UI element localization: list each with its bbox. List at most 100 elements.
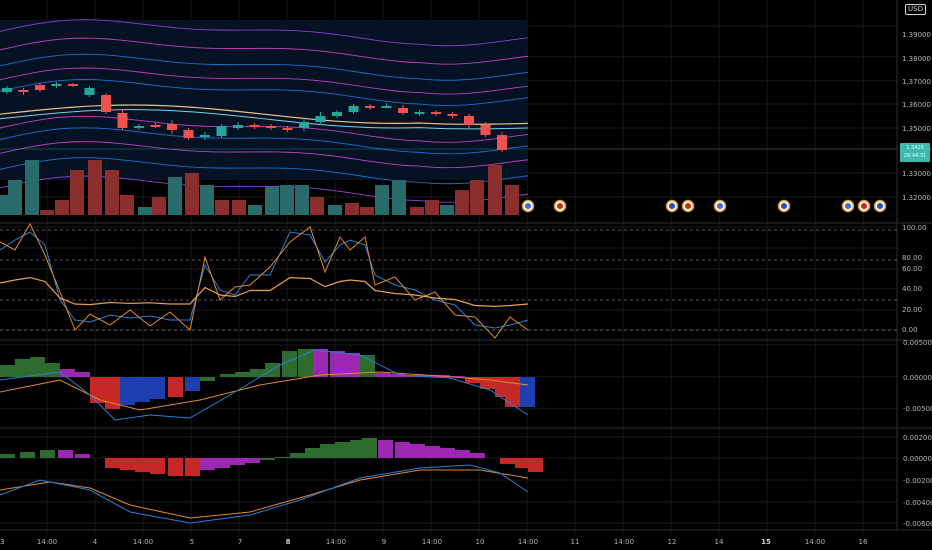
candle-body <box>414 112 425 114</box>
time-axis-tick: 11 <box>571 538 580 546</box>
macd2-histogram-bar <box>40 450 55 458</box>
bollinger-band-line <box>0 127 529 155</box>
macd2-histogram-bar <box>150 458 165 474</box>
event-flag <box>525 203 531 209</box>
volume-bar <box>488 165 502 215</box>
macd-histogram-bar <box>45 363 60 377</box>
time-axis-tick: 14:00 <box>133 538 153 546</box>
macd-histogram-bar <box>120 377 135 405</box>
macd-histogram-bar <box>220 374 235 377</box>
uk-flag-icon <box>713 199 727 213</box>
us-flag-icon <box>873 199 887 213</box>
event-flag <box>557 203 563 209</box>
moving-average-line <box>0 104 529 125</box>
macd2-axis-tick: 0.00000 <box>903 455 932 463</box>
macd2-histogram-bar <box>455 450 470 458</box>
stoch-d-line <box>0 222 529 339</box>
macd2-histogram-bar <box>260 458 275 460</box>
time-axis-tick: 4 <box>93 538 98 546</box>
macd-histogram-bar <box>150 377 165 399</box>
time-axis-tick: 14:00 <box>614 538 634 546</box>
candle-body <box>431 112 441 114</box>
candle-body <box>84 88 95 95</box>
event-flag <box>685 203 691 209</box>
candle-body <box>51 84 62 86</box>
candle-body <box>365 106 375 108</box>
price-axis-tick: 1.37000 <box>902 78 931 86</box>
macd2-histogram-bar <box>528 458 543 472</box>
stoch-axis-tick: 20.00 <box>902 306 922 314</box>
us-flag-icon <box>681 199 695 213</box>
macd-histogram-bar <box>298 349 313 377</box>
macd2-histogram-bar <box>135 458 150 472</box>
volume-bar <box>425 200 439 215</box>
currency-button[interactable]: USD <box>905 4 926 15</box>
candle-body <box>398 108 408 113</box>
candle-body <box>464 116 474 125</box>
volume-bar <box>410 207 424 215</box>
volume-bar <box>360 207 374 215</box>
candle-body <box>68 84 78 86</box>
volume-bar <box>120 195 134 215</box>
candle-body <box>315 116 326 122</box>
macd-axis-tick: 0.00500 <box>903 339 932 347</box>
candle-body <box>233 125 243 128</box>
candle-body <box>266 126 276 128</box>
stoch-axis-tick: 40.00 <box>902 285 922 293</box>
macd-histogram-bar <box>282 351 297 377</box>
macd-histogram-bar <box>60 369 75 377</box>
time-axis-tick: 14:00 <box>326 538 346 546</box>
bollinger-band-line <box>0 141 529 169</box>
candle-body <box>332 112 342 116</box>
stoch-axis-tick: 60.00 <box>902 265 922 273</box>
time-axis-tick: 10 <box>476 538 485 546</box>
time-axis-tick: 14:00 <box>422 538 442 546</box>
candle-body <box>117 113 128 128</box>
macd-line <box>0 349 529 421</box>
last-price-badge: 1.3426 28:44:31 <box>900 143 930 162</box>
macd-histogram-bar <box>390 374 405 377</box>
time-axis-tick: 3 <box>0 538 4 546</box>
band-fill <box>0 20 528 180</box>
price-axis-tick: 1.33000 <box>902 170 931 178</box>
volume-bar <box>248 205 262 215</box>
time-axis-tick: 14 <box>715 538 724 546</box>
volume-bar <box>105 170 119 215</box>
eu-flag-icon <box>857 199 871 213</box>
macd2-histogram-bar <box>120 458 135 470</box>
macd2-histogram-bar <box>275 457 290 458</box>
bollinger-band-line <box>0 37 529 65</box>
candle-body <box>348 106 359 112</box>
macd2-histogram-bar <box>440 448 455 458</box>
macd2-histogram-bar <box>185 458 200 476</box>
macd2-histogram-bar <box>500 458 515 464</box>
macd2-histogram-bar <box>470 453 485 458</box>
macd2-signal-line <box>0 469 529 519</box>
macd2-histogram-bar <box>378 440 393 458</box>
bollinger-band-line <box>0 53 529 81</box>
macd-histogram-bar <box>313 349 328 377</box>
time-axis-tick: 16 <box>859 538 868 546</box>
candle-body <box>150 125 161 127</box>
event-flag <box>669 203 675 209</box>
macd2-histogram-bar <box>168 458 183 476</box>
uk-flag-icon <box>841 199 855 213</box>
macd2-axis-tick: 0.00200 <box>903 434 932 442</box>
volume-bar <box>152 197 166 215</box>
bollinger-band-line <box>0 157 529 185</box>
macd-histogram-bar <box>450 376 465 377</box>
volume-bar <box>440 205 454 215</box>
stoch-axis-tick: 0.00 <box>902 326 918 334</box>
macd2-histogram-bar <box>410 444 425 458</box>
macd2-histogram-bar <box>290 453 305 458</box>
macd-histogram-bar <box>168 377 183 397</box>
macd2-histogram-bar <box>362 438 377 458</box>
macd2-line <box>0 464 529 524</box>
candle-body <box>101 95 111 112</box>
macd2-histogram-bar <box>0 454 15 458</box>
volume-bar <box>328 205 342 215</box>
candle-body <box>18 90 29 92</box>
time-axis-tick: 5 <box>190 538 194 546</box>
macd2-histogram-bar <box>215 458 230 468</box>
